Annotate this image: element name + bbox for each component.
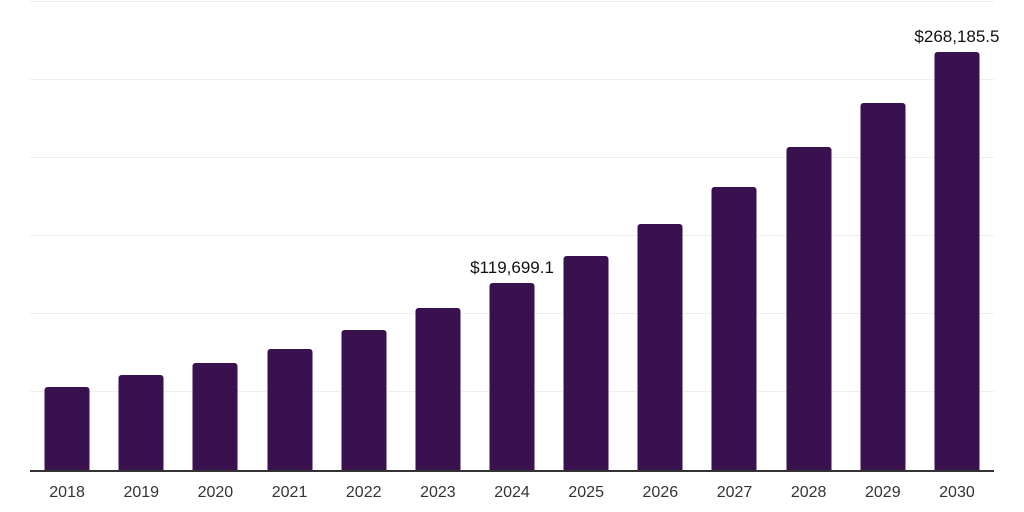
band-2022: [327, 2, 401, 470]
gridline-150000: [30, 235, 994, 236]
bar-2022: [341, 329, 387, 470]
gridline-300000: [30, 1, 994, 2]
band-2029: [846, 2, 920, 470]
x-tick-2024: 2024: [494, 484, 530, 501]
data-label-2024: $119,699.1: [470, 258, 554, 278]
data-label-2030: $268,185.5: [914, 26, 1000, 46]
x-tick-2029: 2029: [865, 484, 901, 501]
x-tick-2022: 2022: [345, 484, 382, 501]
band-2024: $119,699.1: [470, 2, 554, 470]
x-tick-2021: 2021: [271, 484, 308, 501]
plot-area: $119,699.1 $268,185.5: [30, 1, 1000, 472]
bar-2028: [786, 147, 832, 470]
band-2018: [30, 2, 104, 470]
x-tick-2018: 2018: [49, 484, 85, 501]
bar-2030: [934, 51, 980, 470]
band-2021: [252, 2, 326, 470]
x-tick-2025: 2025: [568, 484, 604, 501]
bars-row: $119,699.1 $268,185.5: [30, 2, 1000, 470]
gridline-250000: [30, 79, 994, 80]
x-tick-2030: 2030: [939, 484, 975, 501]
bar-2020: [192, 363, 238, 470]
band-2030: $268,185.5: [914, 2, 1000, 470]
bar-2026: [637, 224, 683, 470]
bar-2019: [118, 375, 164, 470]
band-2028: [772, 2, 846, 470]
bar-2018: [44, 386, 90, 470]
band-2026: [623, 2, 697, 470]
bar-2024: [489, 283, 535, 470]
bar-2021: [267, 348, 313, 470]
x-tick-2028: 2028: [790, 484, 827, 501]
gridline-200000: [30, 157, 994, 158]
x-tick-2026: 2026: [642, 484, 679, 501]
band-2025: [549, 2, 623, 470]
band-2019: [104, 2, 178, 470]
x-tick-2023: 2023: [420, 484, 456, 501]
band-2023: [401, 2, 475, 470]
x-tick-2027: 2027: [716, 484, 753, 501]
x-tick-2019: 2019: [123, 484, 160, 501]
band-2027: [697, 2, 771, 470]
x-tick-2020: 2020: [197, 484, 234, 501]
bar-2027: [711, 187, 757, 470]
bar-2025: [563, 256, 609, 470]
bar-2029: [860, 102, 906, 470]
bar-2023: [415, 307, 461, 470]
x-axis: 2018 2019 2020 2021 2022 2023 2024 2025 2026 2027…: [30, 483, 994, 503]
band-2020: [178, 2, 252, 470]
